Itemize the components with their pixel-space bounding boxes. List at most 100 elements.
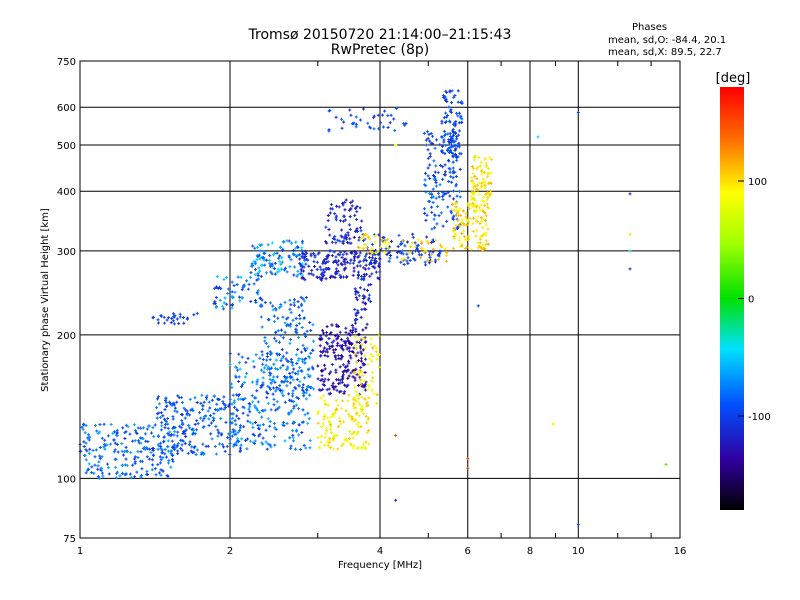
data-point: [321, 387, 325, 391]
data-point: [278, 389, 282, 393]
data-point: [428, 256, 432, 260]
data-point: [193, 432, 197, 436]
data-point: [459, 152, 463, 156]
data-point: [467, 206, 471, 210]
data-point: [276, 329, 280, 333]
data-point: [321, 369, 325, 373]
data-point: [359, 350, 363, 354]
data-point: [329, 207, 333, 211]
data-point: [282, 423, 286, 427]
data-point: [261, 357, 265, 361]
data-point: [454, 175, 458, 179]
data-point: [431, 195, 435, 199]
data-point: [265, 352, 269, 356]
data-point: [280, 328, 284, 332]
data-point: [111, 431, 115, 435]
data-point: [321, 328, 325, 332]
data-point: [339, 357, 343, 361]
data-point: [362, 276, 366, 280]
data-point: [336, 269, 340, 273]
data-point: [265, 447, 269, 451]
data-point: [230, 290, 234, 294]
data-point: [405, 252, 409, 256]
data-point: [293, 246, 297, 250]
data-point: [218, 285, 222, 289]
data-point: [482, 180, 486, 184]
data-point: [410, 251, 414, 255]
data-point: [289, 357, 293, 361]
data-point: [172, 322, 176, 326]
data-point: [278, 260, 282, 264]
data-point: [451, 216, 455, 220]
data-point: [338, 419, 342, 423]
data-point: [234, 441, 238, 445]
data-point: [347, 241, 351, 245]
data-point: [285, 324, 289, 328]
data-point: [487, 182, 491, 186]
data-point: [128, 472, 132, 476]
data-point: [228, 421, 232, 425]
data-point: [446, 113, 450, 117]
data-point: [334, 218, 338, 222]
data-point: [348, 354, 352, 358]
data-point: [354, 327, 358, 331]
data-point: [279, 304, 283, 308]
data-point: [256, 427, 260, 431]
data-point: [333, 433, 337, 437]
data-point: [294, 240, 298, 244]
data-point: [342, 239, 346, 243]
data-point: [362, 442, 366, 446]
data-point: [438, 183, 442, 187]
data-point: [421, 247, 425, 251]
data-point: [321, 382, 325, 386]
data-point: [461, 209, 465, 213]
data-point: [354, 418, 358, 422]
data-point: [394, 498, 398, 502]
data-point: [430, 196, 434, 200]
data-point: [475, 177, 479, 181]
data-point: [295, 328, 299, 332]
data-point: [348, 341, 352, 345]
data-point: [268, 386, 272, 390]
data-point: [303, 253, 307, 257]
phases-title: Phases: [632, 22, 668, 33]
data-point: [299, 447, 303, 451]
data-point: [455, 158, 459, 162]
data-point: [303, 299, 307, 303]
data-point: [246, 437, 250, 441]
data-point: [311, 339, 315, 343]
data-point: [245, 372, 249, 376]
data-point: [413, 245, 417, 249]
data-point: [360, 407, 364, 411]
data-point: [453, 170, 457, 174]
data-point: [258, 269, 262, 273]
data-point: [346, 336, 350, 340]
data-point: [155, 406, 159, 410]
data-point: [309, 252, 313, 256]
data-point: [343, 250, 347, 254]
data-point: [296, 253, 300, 257]
data-point: [368, 255, 372, 259]
data-point: [322, 259, 326, 263]
data-point: [374, 256, 378, 260]
data-point: [238, 428, 242, 432]
data-point: [357, 400, 361, 404]
data-point: [448, 167, 452, 171]
data-point: [483, 186, 487, 190]
data-point: [278, 353, 282, 357]
data-point: [240, 355, 244, 359]
data-point: [276, 407, 280, 411]
data-point: [451, 160, 455, 164]
data-point: [481, 226, 485, 230]
data-point: [198, 410, 202, 414]
data-point: [238, 367, 242, 371]
data-point: [257, 266, 261, 270]
data-point: [274, 307, 278, 311]
data-point: [260, 415, 264, 419]
data-point: [193, 422, 197, 426]
data-point: [158, 402, 162, 406]
data-point: [248, 410, 252, 414]
data-point: [413, 241, 417, 245]
data-point: [278, 340, 282, 344]
data-point: [159, 468, 163, 472]
